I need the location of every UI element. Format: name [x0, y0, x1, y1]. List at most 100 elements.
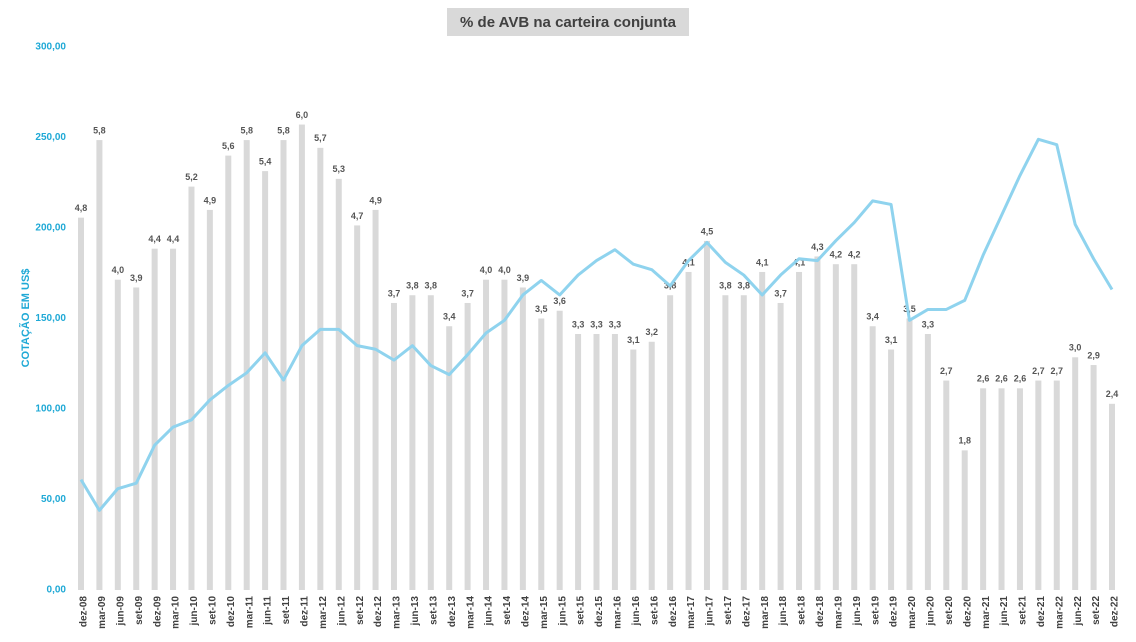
- x-tick-label: mar-09: [97, 596, 108, 629]
- x-tick-label: jun-09: [115, 596, 126, 627]
- bar: [298, 124, 305, 591]
- bar: [519, 287, 526, 590]
- bar: [409, 295, 416, 590]
- x-tick-label: dez-21: [1036, 596, 1047, 628]
- x-tick-label: set-21: [1018, 596, 1029, 625]
- x-tick-label: jun-13: [410, 596, 421, 627]
- chart-title: % de AVB na carteira conjunta: [460, 14, 677, 31]
- y-tick-label: 100,00: [35, 404, 66, 415]
- bar: [114, 279, 121, 590]
- data-label: 3,2: [645, 327, 658, 337]
- data-label: 3,1: [885, 335, 898, 345]
- x-tick-label: mar-21: [981, 596, 992, 629]
- data-label: 4,4: [167, 234, 180, 244]
- x-tick-label: mar-16: [613, 596, 624, 629]
- x-tick-label: set-12: [355, 596, 366, 625]
- data-label: 3,5: [903, 304, 916, 314]
- bar: [1016, 388, 1023, 590]
- data-label: 3,3: [922, 319, 935, 329]
- x-tick-label: jun-20: [926, 596, 937, 627]
- data-label: 6,0: [296, 110, 309, 120]
- bar: [1053, 380, 1060, 590]
- x-tick-label: mar-20: [907, 596, 918, 629]
- y-tick-label: 50,00: [41, 494, 66, 505]
- data-label: 2,9: [1087, 350, 1100, 360]
- x-tick-label: mar-18: [760, 596, 771, 629]
- data-label: 4,0: [112, 265, 125, 275]
- data-label: 3,7: [388, 288, 401, 298]
- y-tick-label: 0,00: [47, 585, 67, 596]
- bar: [796, 271, 803, 590]
- data-label: 4,3: [811, 242, 824, 252]
- x-tick-label: mar-15: [539, 596, 550, 629]
- data-label: 5,7: [314, 133, 327, 143]
- x-tick-label: dez-15: [594, 596, 605, 628]
- bar: [667, 295, 674, 590]
- data-label: 3,3: [572, 319, 585, 329]
- data-label: 3,5: [535, 304, 548, 314]
- bar: [832, 264, 839, 590]
- line: [79, 137, 1114, 512]
- bar: [538, 318, 545, 590]
- bar: [961, 450, 968, 590]
- bar: [464, 302, 471, 590]
- x-tick-label: dez-20: [962, 596, 973, 628]
- data-label: 2,7: [940, 366, 953, 376]
- x-tick-label: dez-13: [447, 596, 458, 628]
- data-label: 3,8: [738, 281, 751, 291]
- bar: [980, 388, 987, 590]
- data-label: 3,6: [553, 296, 566, 306]
- x-tick-label: set-09: [134, 596, 145, 625]
- x-tick-label: dez-17: [741, 596, 752, 628]
- bar: [648, 341, 655, 590]
- x-tick-label: mar-17: [686, 596, 697, 629]
- bar: [317, 147, 324, 591]
- bar: [556, 310, 563, 590]
- data-label: 5,8: [93, 125, 106, 135]
- bar: [225, 155, 232, 590]
- bar: [262, 171, 269, 590]
- x-tick-label: dez-16: [668, 596, 679, 628]
- y-tick-label: 300,00: [35, 42, 66, 53]
- x-tick-label: set-20: [944, 596, 955, 625]
- data-label: 3,9: [517, 273, 530, 283]
- data-label: 4,4: [148, 234, 161, 244]
- bar: [703, 240, 710, 590]
- data-label: 4,2: [848, 250, 861, 260]
- data-label: 5,4: [259, 156, 272, 166]
- x-tick-label: set-19: [870, 596, 881, 625]
- bar: [611, 334, 618, 590]
- x-tick-label: mar-11: [244, 596, 255, 629]
- data-label: 2,6: [977, 374, 990, 384]
- data-label: 4,1: [756, 257, 769, 267]
- x-tick-label: set-13: [428, 596, 439, 625]
- x-tick-label: set-10: [208, 596, 219, 625]
- data-label: 3,7: [774, 288, 787, 298]
- bar: [188, 186, 195, 590]
- y-tick-label: 250,00: [35, 132, 66, 143]
- x-tick-label: dez-12: [373, 596, 384, 628]
- x-tick-label: dez-09: [152, 596, 163, 628]
- x-tick-label: dez-22: [1110, 596, 1121, 628]
- x-tick-label: jun-11: [263, 596, 274, 626]
- bar: [759, 271, 766, 590]
- data-label: 5,2: [185, 172, 198, 182]
- data-label: 4,5: [701, 226, 714, 236]
- data-label: 5,3: [332, 164, 345, 174]
- data-label: 3,4: [866, 312, 879, 322]
- x-tick-label: dez-14: [520, 596, 531, 628]
- bar: [1109, 403, 1115, 590]
- bar: [354, 225, 361, 590]
- data-label: 3,4: [443, 312, 456, 322]
- data-label: 3,8: [719, 281, 732, 291]
- x-tick-label: set-11: [281, 596, 292, 625]
- x-tick-label: dez-11: [300, 596, 311, 627]
- data-label: 3,3: [590, 319, 603, 329]
- x-tick-label: set-14: [502, 596, 513, 625]
- x-tick-label: jun-14: [484, 596, 495, 627]
- bar: [483, 279, 490, 590]
- bar: [924, 334, 931, 590]
- x-tick-label: mar-22: [1054, 596, 1065, 629]
- title-box: [447, 8, 689, 36]
